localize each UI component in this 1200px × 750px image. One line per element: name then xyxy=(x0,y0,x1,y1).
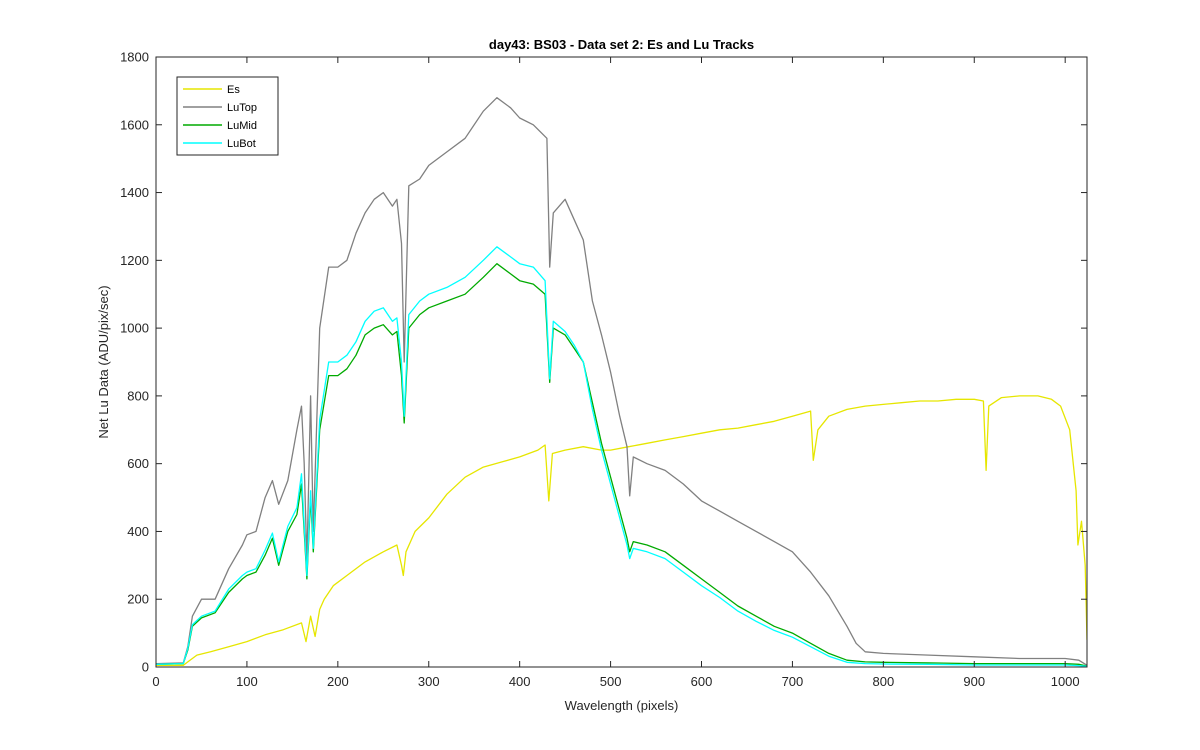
plot-frame xyxy=(155,56,1088,668)
y-tick-label: 1000 xyxy=(120,321,149,336)
series-line-lumid xyxy=(156,263,1087,667)
legend: Es LuTop LuMid LuBot xyxy=(176,76,279,156)
y-tick-label: 600 xyxy=(127,456,149,471)
x-tick-label: 300 xyxy=(418,674,440,689)
y-axis-title: Net Lu Data (ADU/pix/sec) xyxy=(96,285,111,438)
plot-area xyxy=(156,57,1087,667)
y-tick-label: 1200 xyxy=(120,253,149,268)
ticks-layer: 0 100 200 300 400 500 600 700 800 900 1000 0 200 400 6… xyxy=(120,50,1087,689)
y-tick-label: 1800 xyxy=(120,50,149,65)
x-tick-label: 700 xyxy=(782,674,804,689)
x-tick-label: 500 xyxy=(600,674,622,689)
x-tick-label: 800 xyxy=(872,674,894,689)
y-tick-label: 1400 xyxy=(120,185,149,200)
y-tick-label: 400 xyxy=(127,524,149,539)
series-line-lutop xyxy=(156,97,1087,666)
y-tick-label: 800 xyxy=(127,388,149,403)
legend-label-lubot: LuBot xyxy=(227,138,256,150)
y-tick-label: 1600 xyxy=(120,117,149,132)
legend-label-es: Es xyxy=(227,84,240,96)
series-layer xyxy=(156,97,1087,667)
x-axis-title: Wavelength (pixels) xyxy=(565,698,679,713)
chart-title: day43: BS03 - Data set 2: Es and Lu Trac… xyxy=(489,37,754,52)
y-tick-label: 0 xyxy=(142,660,149,675)
x-tick-label: 600 xyxy=(691,674,713,689)
y-tick-label: 200 xyxy=(127,592,149,607)
series-line-es xyxy=(156,395,1087,666)
x-tick-label: 0 xyxy=(152,674,159,689)
x-tick-label: 1000 xyxy=(1051,674,1080,689)
legend-label-lutop: LuTop xyxy=(227,102,257,114)
x-tick-label: 400 xyxy=(509,674,531,689)
legend-label-lumid: LuMid xyxy=(227,120,257,132)
x-tick-label: 200 xyxy=(327,674,349,689)
x-tick-label: 100 xyxy=(236,674,258,689)
series-line-lubot xyxy=(156,246,1087,667)
legend-box xyxy=(176,76,279,156)
x-tick-label: 900 xyxy=(963,674,985,689)
